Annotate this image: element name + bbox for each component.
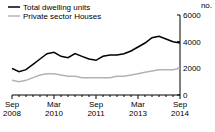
- x-tick: [61, 95, 62, 97]
- x-tick: [173, 95, 174, 97]
- y-tick-label: 0: [183, 91, 188, 100]
- x-tick-label: Sep2011: [87, 100, 105, 118]
- x-tick-label: Sep2008: [3, 100, 21, 118]
- x-tick: [180, 95, 181, 99]
- y-axis-label: no.: [201, 1, 212, 10]
- plot-area: [12, 36, 180, 81]
- x-tick: [145, 95, 146, 97]
- y-axis: [180, 15, 181, 95]
- legend-label: Private sector Houses: [23, 12, 101, 21]
- series-line: [12, 68, 180, 81]
- chart: 0 2000 4000 6000no. Sep2008 Mar2010 Sep2011 Mar…: [0, 0, 215, 132]
- y-tick-label: 6000: [183, 11, 201, 20]
- legend-label: Total dwelling units: [23, 3, 90, 12]
- x-tick: [40, 95, 41, 97]
- x-tick: [54, 95, 55, 99]
- x-tick: [89, 95, 90, 97]
- x-tick: [82, 95, 83, 97]
- x-tick: [117, 95, 118, 97]
- x-tick: [33, 95, 34, 97]
- y-tick-label: 4000: [183, 38, 201, 47]
- x-tick-label: Sep2014: [171, 100, 189, 118]
- y-tick: [177, 15, 180, 16]
- x-tick: [159, 95, 160, 97]
- x-tick: [110, 95, 111, 97]
- x-tick: [26, 95, 27, 97]
- x-tick: [75, 95, 76, 97]
- x-tick: [19, 95, 20, 97]
- x-tick: [131, 95, 132, 97]
- x-tick: [96, 95, 97, 99]
- legend-swatch: [8, 15, 20, 17]
- x-tick: [138, 95, 139, 99]
- x-tick-label: Mar2013: [129, 100, 147, 118]
- x-tick: [152, 95, 153, 97]
- x-tick: [47, 95, 48, 97]
- x-tick: [166, 95, 167, 97]
- x-tick-label: Mar2010: [45, 100, 63, 118]
- x-tick: [68, 95, 69, 97]
- y-tick-label: 2000: [183, 64, 201, 73]
- x-tick: [103, 95, 104, 97]
- x-tick: [124, 95, 125, 97]
- series-line: [12, 36, 180, 71]
- legend-swatch: [8, 6, 20, 8]
- x-tick: [12, 95, 13, 99]
